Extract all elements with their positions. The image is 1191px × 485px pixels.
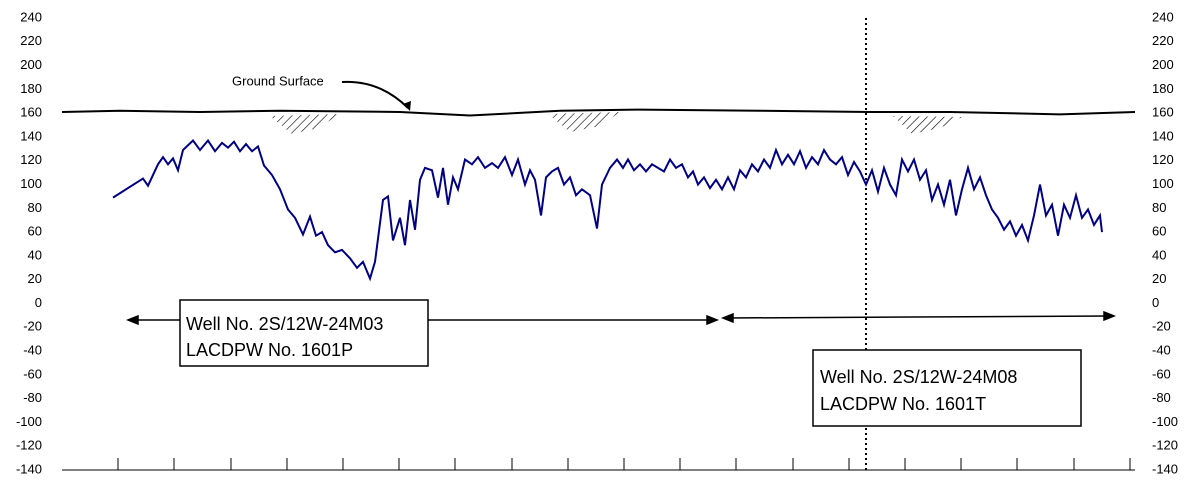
- y2-tick-label: 120: [1152, 152, 1174, 167]
- y-tick-label: 80: [28, 200, 42, 215]
- y-tick-label: 100: [20, 176, 42, 191]
- y-tick-label: 0: [35, 295, 42, 310]
- y-tick-label: -20: [23, 319, 42, 334]
- y-tick-label: -40: [23, 342, 42, 357]
- y-tick-label: 20: [28, 271, 42, 286]
- y2-tick-label: 160: [1152, 105, 1174, 120]
- y2-tick-label: -120: [1152, 438, 1178, 453]
- annotation-box: [179, 299, 429, 367]
- y-tick-label: 180: [20, 81, 42, 96]
- annotation-box: [812, 349, 1082, 427]
- y2-tick-label: 200: [1152, 57, 1174, 72]
- y-tick-label: 200: [20, 57, 42, 72]
- y2-tick-label: -100: [1152, 414, 1178, 429]
- annotations: Well No. 2S/12W-24M03 LACDPW No. 1601P W…: [179, 299, 1082, 427]
- y2-tick-label: 180: [1152, 81, 1174, 96]
- y-tick-label: -120: [16, 438, 42, 453]
- y2-tick-label: 140: [1152, 128, 1174, 143]
- ground-arrow: [341, 80, 409, 109]
- annotation-text: LACDPW No. 1601P: [186, 340, 353, 360]
- y2-tick-label: 60: [1152, 224, 1166, 239]
- ground-arrowhead: [403, 101, 411, 111]
- y2-tick-label: 0: [1152, 295, 1159, 310]
- y2-tick-label: -80: [1152, 390, 1171, 405]
- annotation-text: LACDPW No. 1601T: [820, 394, 986, 414]
- y2-tick-label: 100: [1152, 176, 1174, 191]
- hatching: [270, 112, 962, 134]
- y2-tick-label: 220: [1152, 33, 1174, 48]
- y2-tick-label: -40: [1152, 342, 1171, 357]
- y2-tick-label: -60: [1152, 366, 1171, 381]
- y-tick-label: 60: [28, 224, 42, 239]
- y-tick-label: -100: [16, 414, 42, 429]
- y-tick-label: 220: [20, 33, 42, 48]
- y2-tick-label: -140: [1152, 461, 1178, 476]
- annotation-text: Well No. 2S/12W-24M08: [820, 367, 1017, 387]
- y2-tick-label: 80: [1152, 200, 1166, 215]
- ground-line: [61, 108, 1136, 117]
- annotation-text: Well No. 2S/12W-24M03: [186, 314, 383, 334]
- data-line: [112, 138, 1103, 282]
- y-tick-label: 40: [28, 247, 42, 262]
- y-tick-label: 120: [20, 152, 42, 167]
- ground-label: Ground Surface: [232, 73, 324, 88]
- y2-tick-label: 40: [1152, 247, 1166, 262]
- y-tick-label: -140: [16, 461, 42, 476]
- y-tick-label: 240: [20, 9, 42, 24]
- y-tick-label: 160: [20, 105, 42, 120]
- y-tick-label: -80: [23, 390, 42, 405]
- y-tick-label: 140: [20, 128, 42, 143]
- y2-tick-label: 240: [1152, 9, 1174, 24]
- y2-tick-label: -20: [1152, 319, 1171, 334]
- y2-tick-label: 20: [1152, 271, 1166, 286]
- y-tick-label: -60: [23, 366, 42, 381]
